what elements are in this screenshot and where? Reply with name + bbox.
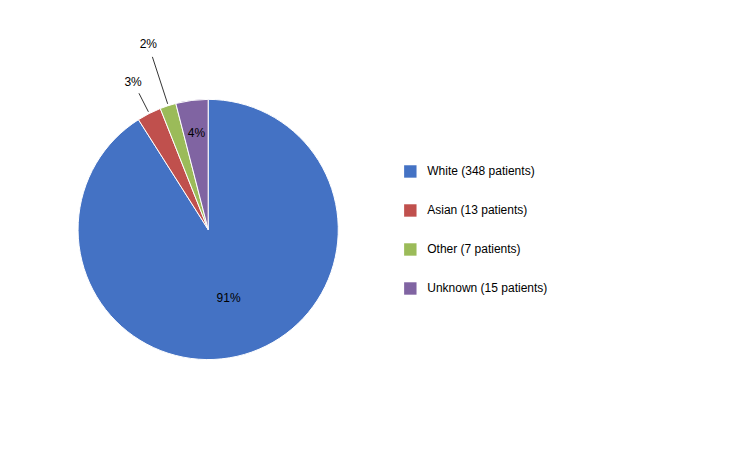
svg-text:Other (7 patients): Other (7 patients) [427,242,520,256]
svg-text:White (348 patients): White (348 patients) [427,164,534,178]
svg-text:3%: 3% [124,75,142,89]
svg-text:Asian (13 patients): Asian (13 patients) [427,203,527,217]
svg-text:4%: 4% [188,126,206,140]
svg-text:91%: 91% [217,291,241,305]
svg-text:Unknown (15 patients): Unknown (15 patients) [427,281,547,295]
svg-text:2%: 2% [140,37,158,51]
